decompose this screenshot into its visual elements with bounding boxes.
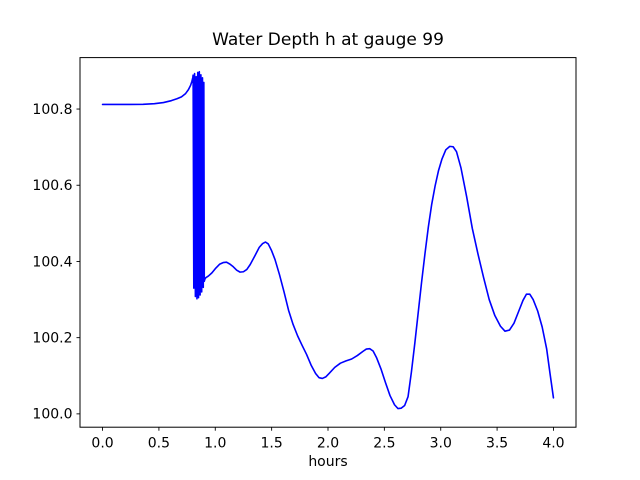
y-tick-label: 100.0 (32, 407, 72, 423)
y-tick-label: 100.6 (32, 178, 72, 194)
x-axis-label: hours (308, 454, 347, 470)
x-tick-label: 2.5 (373, 436, 395, 452)
plot-area (79, 57, 577, 428)
series-line-h (101, 70, 555, 410)
chart-title: Water Depth h at gauge 99 (212, 30, 444, 50)
x-tick-label: 0.5 (148, 436, 170, 452)
x-tick-label: 0.0 (91, 436, 113, 452)
x-tick-label: 2.0 (317, 436, 339, 452)
y-tick-label: 100.8 (32, 102, 72, 118)
x-tick-label: 1.5 (261, 436, 283, 452)
x-tick-label: 1.0 (204, 436, 226, 452)
x-tick-label: 3.5 (486, 436, 508, 452)
y-tick-label: 100.2 (32, 330, 72, 346)
x-tick-label: 3.0 (430, 436, 452, 452)
x-axis-ticks: 0.0 0.5 1.0 1.5 2.0 2.5 3.0 3.5 4.0 (91, 427, 565, 452)
x-tick-label: 4.0 (542, 436, 564, 452)
y-axis-ticks: 100.0 100.2 100.4 100.6 100.8 (32, 102, 80, 423)
y-tick-label: 100.4 (32, 254, 72, 270)
